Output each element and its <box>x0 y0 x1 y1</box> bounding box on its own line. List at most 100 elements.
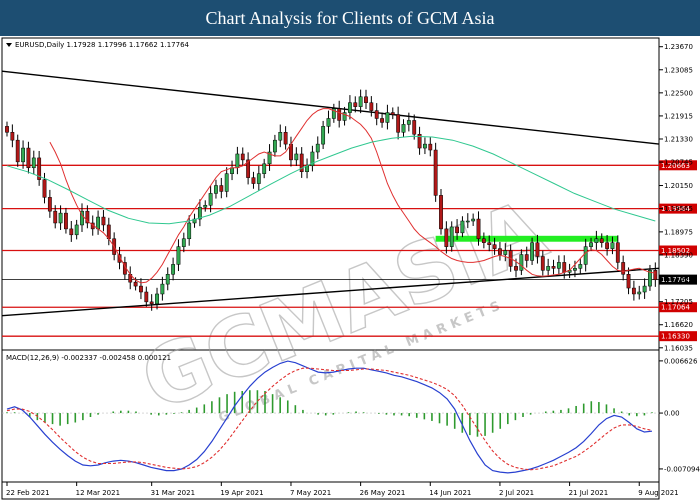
bull-candle <box>610 242 615 249</box>
bull-candle <box>310 151 315 167</box>
bear-candle <box>139 285 143 293</box>
price-chart-header: EURUSD,Daily 1.17928 1.17996 1.17662 1.1… <box>15 41 190 49</box>
bear-candle <box>653 270 658 281</box>
bear-candle <box>631 287 636 295</box>
level-tag-label: 1.20663 <box>661 162 690 170</box>
bear-candle <box>390 112 395 115</box>
bull-candle <box>401 124 406 133</box>
bear-candle <box>487 242 492 245</box>
bull-candle <box>326 118 331 127</box>
bull-candle <box>423 143 427 149</box>
x-tick-label: 21 Jul 2021 <box>569 489 609 497</box>
y-tick-label: 1.22500 <box>664 89 693 97</box>
bear-candle <box>433 149 438 196</box>
y-tick-label: 1.21330 <box>664 135 693 143</box>
dropdown-arrow-icon[interactable] <box>6 43 12 47</box>
bear-candle <box>540 256 545 271</box>
bull-candle <box>74 224 79 236</box>
bear-candle <box>444 228 449 247</box>
bull-candle <box>594 238 599 243</box>
bear-candle <box>117 254 122 263</box>
level-tag <box>659 160 697 171</box>
bull-candle <box>449 226 454 247</box>
macd-y-tick-label: -0.007094 <box>664 465 700 473</box>
y-tick-label: 1.23085 <box>664 66 693 74</box>
green-zone <box>435 235 618 242</box>
bear-candle <box>428 143 433 151</box>
bull-candle <box>583 246 588 265</box>
bull-candle <box>96 216 100 230</box>
bear-candle <box>42 179 47 198</box>
bull-candle <box>80 210 84 226</box>
level-tag <box>659 203 697 214</box>
bull-candle <box>331 108 336 119</box>
chart-area: GCMASIA GLOBAL CAPITAL MARKETS 1.206631.… <box>1 37 700 500</box>
bear-candle <box>47 197 52 212</box>
fast-moving-average-line <box>49 108 656 284</box>
bull-candle <box>203 204 208 208</box>
y-tick-label: 1.23670 <box>664 43 693 51</box>
bull-candle <box>31 157 36 169</box>
macd-indicator <box>2 360 659 474</box>
bear-candle <box>498 248 502 255</box>
bear-candle <box>106 224 111 240</box>
bull-candle <box>578 264 583 269</box>
bull-candle <box>272 139 277 153</box>
level-tag <box>659 245 697 256</box>
bull-candle <box>235 153 240 169</box>
bull-candle <box>589 242 593 247</box>
bear-candle <box>380 118 384 123</box>
bear-candle <box>621 262 626 275</box>
bear-candle <box>481 238 486 243</box>
bear-candle <box>101 216 106 226</box>
level-tag-label: 1.19564 <box>661 205 690 213</box>
y-tick-label: 1.16035 <box>664 344 693 352</box>
moving-averages <box>6 108 656 284</box>
level-tag-label: 1.18502 <box>661 247 690 255</box>
bear-candle <box>492 244 497 249</box>
chart-title-banner: Chart Analysis for Clients of GCM Asia <box>0 0 700 36</box>
level-tag <box>659 331 697 342</box>
bull-candle <box>637 291 642 295</box>
y-tick-label: 1.16620 <box>664 321 693 329</box>
descending-trendline <box>1 70 660 145</box>
bull-candle <box>224 173 229 192</box>
y-tick-label: 1.18975 <box>664 228 693 236</box>
supply-zone-layer <box>435 235 618 242</box>
bear-candle <box>535 242 540 257</box>
bear-candle <box>53 210 58 224</box>
macd-header: MACD(12,26,9) -0.002337 -0.002458 0.0001… <box>6 354 171 362</box>
bear-candle <box>5 126 9 133</box>
bull-candle <box>465 220 470 223</box>
bear-candle <box>37 157 42 180</box>
macd-y-tick-label: 0.00 <box>664 410 680 418</box>
bear-candle <box>364 96 368 103</box>
x-axis-strip <box>1 481 660 500</box>
bull-candle <box>171 264 176 275</box>
y-tick-label: 1.20150 <box>664 182 693 190</box>
bull-candle <box>406 120 411 125</box>
x-tick-label: 31 Mar 2021 <box>151 489 195 497</box>
bear-candle <box>337 108 342 121</box>
bear-candle <box>133 281 138 287</box>
bull-candle <box>573 268 577 271</box>
y-tick-label: 1.17805 <box>664 275 693 283</box>
bear-candle <box>15 139 20 163</box>
bear-candle <box>417 134 422 149</box>
x-tick-label: 2 Jul 2021 <box>499 489 534 497</box>
level-tag-label: 1.17064 <box>661 304 690 312</box>
bear-candle <box>26 147 31 169</box>
bull-candle <box>358 96 363 107</box>
bear-candle <box>149 301 154 305</box>
bear-candle <box>551 266 556 269</box>
bear-candle <box>64 212 68 230</box>
x-tick-label: 14 Jun 2021 <box>429 489 471 497</box>
bull-candle <box>315 143 320 153</box>
bull-candle <box>21 147 25 163</box>
time-axis: 22 Feb 2021 12 Mar 2021 31 Mar 2021 19 Apr … <box>6 482 679 497</box>
level-tag <box>659 302 697 313</box>
price-panel-frame <box>1 37 660 351</box>
bull-candle <box>187 222 192 240</box>
x-tick-label: 9 Aug 2021 <box>638 489 678 497</box>
bull-candle <box>294 153 299 161</box>
